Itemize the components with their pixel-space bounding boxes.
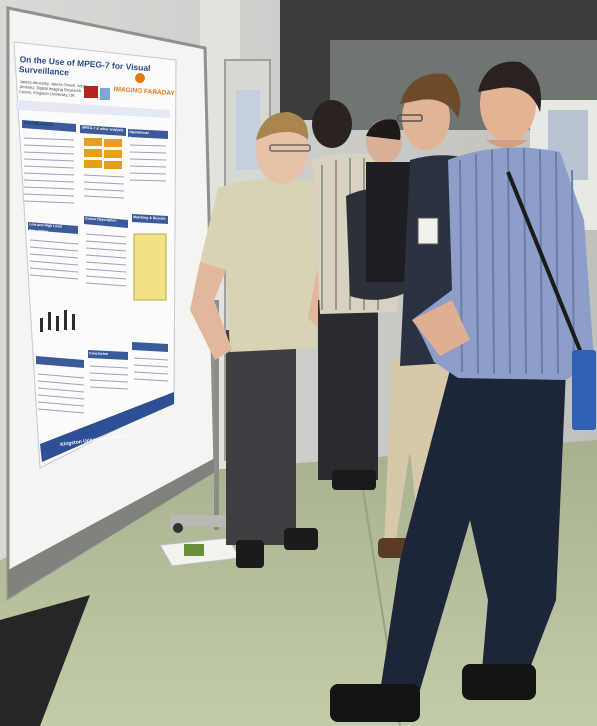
- dark-floor-strip: [0, 595, 90, 726]
- board-leg: [214, 300, 219, 530]
- presenter-person: [190, 112, 348, 568]
- poster-section-requirements: Operational Requirements: [128, 129, 153, 142]
- poster-footer-band: [40, 392, 174, 462]
- poster-silhouettes: [40, 310, 75, 332]
- logo-blue: [100, 88, 110, 100]
- foreground-person: [330, 61, 596, 722]
- board-frame-bottom: [8, 458, 215, 598]
- name-badge: [417, 217, 439, 245]
- logo-red: [84, 86, 98, 98]
- poster-figure: [133, 233, 167, 301]
- bag-strap: [506, 171, 594, 381]
- second-poster: [236, 90, 260, 170]
- logo-orange: [135, 73, 145, 83]
- shoulder-bag: [572, 350, 596, 430]
